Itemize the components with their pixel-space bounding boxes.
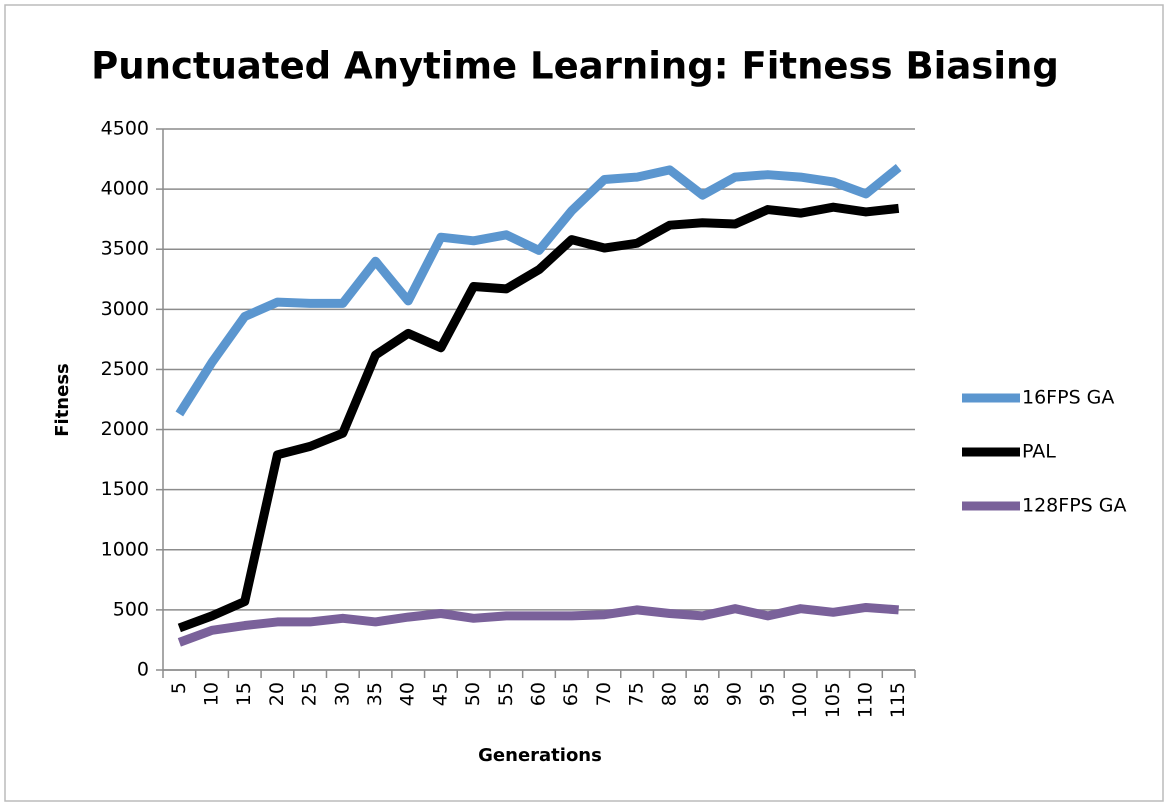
x-tick-label: 15 [233,682,255,706]
x-tick-label: 100 [789,682,811,718]
y-tick-label: 2500 [101,358,149,380]
series-line [177,202,900,633]
x-tick-label: 115 [887,682,909,718]
x-tick-label: 70 [593,682,615,706]
legend-label: 128FPS GA [1022,495,1126,517]
x-tick-label: 110 [854,682,876,718]
series-line [175,163,902,417]
x-tick-label: 85 [691,682,713,706]
chart-frame [4,4,1164,802]
y-tick-label: 500 [113,598,149,620]
x-tick-label: 105 [822,682,844,718]
series-line [177,602,899,647]
x-tick-label: 80 [658,682,680,706]
y-tick-label: 1000 [101,538,149,560]
x-tick-label: 25 [299,682,321,706]
y-tick-label: 4500 [101,118,149,140]
y-axis-title: Fitness [52,363,73,437]
legend-label: PAL [1022,441,1056,463]
x-tick-label: 20 [266,682,288,706]
y-tick-label: 4000 [101,178,149,200]
x-tick-label: 50 [462,682,484,706]
x-tick-label: 5 [168,682,190,694]
y-tick-label: 2000 [101,418,149,440]
y-tick-label: 3000 [101,298,149,320]
x-tick-label: 55 [495,682,517,706]
x-tick-label: 40 [397,682,419,706]
chart-title: Punctuated Anytime Learning: Fitness Bia… [91,45,1059,88]
x-tick-label: 60 [528,682,550,706]
x-tick-label: 65 [560,682,582,706]
y-tick-label: 0 [137,659,149,681]
legend-label: 16FPS GA [1022,387,1114,409]
x-tick-label: 45 [429,682,451,706]
x-axis-title: Generations [478,745,602,766]
x-tick-label: 30 [331,682,353,706]
y-tick-label: 1500 [101,478,149,500]
x-tick-label: 95 [756,682,778,706]
x-tick-label: 75 [626,682,648,706]
x-tick-label: 35 [364,682,386,706]
y-tick-label: 3500 [101,238,149,260]
x-tick-label: 90 [724,682,746,706]
x-tick-label: 10 [201,682,223,706]
